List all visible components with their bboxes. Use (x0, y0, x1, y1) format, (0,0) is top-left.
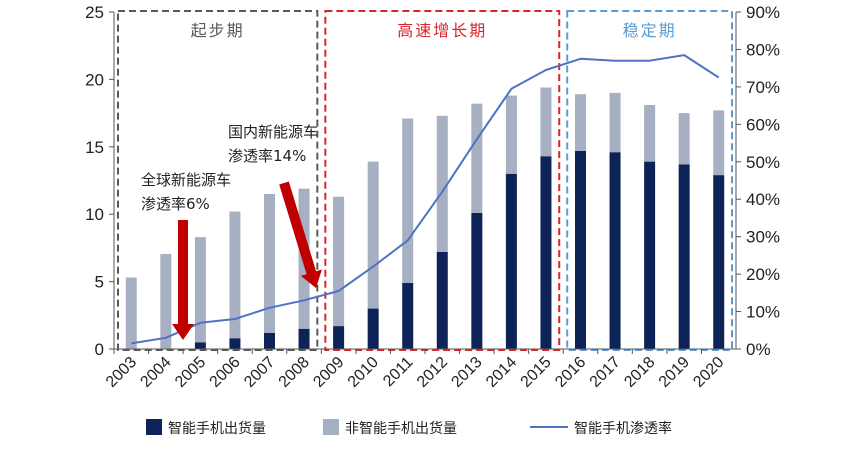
annotation-arrow-domestic (279, 181, 322, 288)
phase-box-1 (117, 10, 319, 351)
y-right-tick-label: 10% (746, 303, 780, 322)
bar-smart-2012 (436, 251, 448, 349)
bar-nonsmart-2009 (333, 196, 345, 327)
phase-box-2 (324, 10, 561, 351)
bar-smart-2011 (402, 282, 414, 349)
bar-smart-2015 (540, 156, 552, 349)
x-tick-label-2017: 2017 (587, 354, 624, 391)
bar-nonsmart-2004 (160, 253, 172, 349)
x-tick-label-2011: 2011 (380, 354, 416, 390)
legend-label-nonsmart: 非智能手机出货量 (345, 420, 457, 437)
y-right-tick-label: 30% (746, 228, 780, 247)
legend-swatch-nonsmart (323, 419, 339, 435)
bar-smart-2019 (678, 164, 690, 349)
annotation-2-line-2: 渗透率14% (228, 147, 306, 165)
y-right-tick-label: 90% (746, 3, 780, 22)
x-tick-label-2018: 2018 (621, 354, 658, 391)
bar-smart-2008 (298, 328, 310, 349)
annotation-1-line-2: 渗透率6% (141, 195, 210, 213)
bar-nonsmart-2003 (125, 277, 137, 349)
legend-swatch-smart (146, 419, 162, 435)
bar-nonsmart-2012 (436, 115, 448, 252)
bar-smart-2007 (264, 332, 275, 349)
bar-nonsmart-2006 (229, 211, 241, 339)
x-tick-label-2012: 2012 (414, 354, 451, 391)
phase-label-3: 稳定期 (623, 21, 677, 40)
bar-smart-2017 (609, 152, 621, 349)
bar-nonsmart-2010 (367, 161, 379, 309)
x-tick-label-2015: 2015 (518, 354, 555, 391)
phase-box-3 (566, 10, 733, 351)
bar-nonsmart-2005 (194, 237, 206, 343)
bar-nonsmart-2015 (540, 87, 552, 157)
x-tick-label-2007: 2007 (241, 354, 278, 391)
y-left-tick-label: 25 (85, 3, 104, 22)
x-tick-label-2009: 2009 (310, 354, 347, 391)
x-tick-label-2008: 2008 (276, 354, 313, 391)
bar-smart-2016 (575, 150, 586, 349)
bar-smart-2014 (505, 173, 517, 349)
x-tick-label-2020: 2020 (690, 354, 727, 391)
bar-nonsmart-2020 (713, 110, 725, 176)
y-right-tick-label: 80% (746, 40, 780, 59)
x-tick-label-2013: 2013 (448, 354, 485, 391)
y-right-tick-label: 40% (746, 190, 780, 209)
y-left-tick-label: 0 (95, 340, 104, 359)
bar-smart-2020 (713, 175, 725, 349)
bar-smart-2009 (333, 326, 345, 349)
x-tick-label-2006: 2006 (207, 354, 244, 391)
y-left-tick-label: 20 (85, 70, 104, 89)
y-right-tick-label: 50% (746, 153, 780, 172)
y-right-tick-label: 70% (746, 78, 780, 97)
bar-nonsmart-2018 (644, 105, 656, 162)
legend-label-smart: 智能手机出货量 (168, 420, 266, 437)
bar-nonsmart-2014 (505, 95, 517, 174)
bar-smart-2006 (229, 338, 241, 349)
bar-smart-2010 (367, 308, 379, 349)
annotation-2-line-1: 国内新能源车 (228, 123, 318, 141)
bar-smart-2013 (471, 212, 483, 349)
x-tick-label-2004: 2004 (137, 354, 174, 391)
x-tick-label-2010: 2010 (345, 354, 382, 391)
y-right-tick-label: 20% (746, 265, 780, 284)
bar-nonsmart-2016 (575, 94, 586, 151)
x-tick-label-2019: 2019 (656, 354, 693, 391)
bar-smart-2018 (644, 161, 656, 349)
legend-label-line: 智能手机渗透率 (574, 420, 672, 437)
bar-nonsmart-2011 (402, 118, 414, 283)
y-left-tick-label: 15 (85, 138, 104, 157)
penetration-line (131, 54, 720, 345)
x-tick-label-2016: 2016 (552, 354, 589, 391)
bar-nonsmart-2013 (471, 103, 483, 213)
y-right-tick-label: 0% (746, 340, 771, 359)
bar-smart-2005 (194, 342, 206, 349)
bar-nonsmart-2019 (678, 113, 690, 165)
y-left-tick-label: 10 (85, 205, 104, 224)
phase-label-2: 高速增长期 (397, 21, 487, 40)
x-tick-label-2014: 2014 (483, 354, 520, 391)
annotation-arrow-global (172, 220, 194, 340)
bar-nonsmart-2007 (264, 193, 275, 333)
bar-nonsmart-2017 (609, 92, 621, 153)
x-tick-label-2003: 2003 (103, 354, 140, 391)
annotation-1-line-1: 全球新能源车 (141, 171, 231, 189)
phase-label-1: 起步期 (191, 21, 245, 40)
y-right-tick-label: 60% (746, 115, 780, 134)
x-tick-label-2005: 2005 (172, 354, 209, 391)
y-left-tick-label: 5 (95, 273, 104, 292)
